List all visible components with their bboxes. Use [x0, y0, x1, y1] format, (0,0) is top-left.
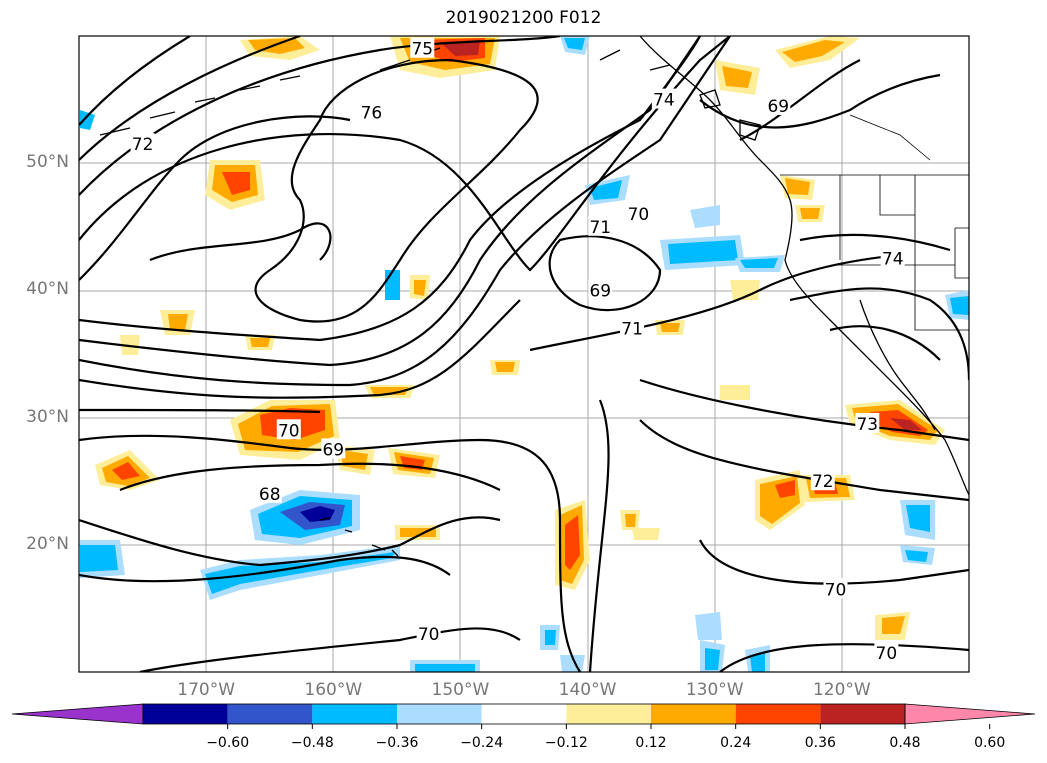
contour-label: 72 — [812, 472, 834, 492]
contour-label-background — [874, 641, 899, 662]
longitude-label: 160°W — [304, 680, 363, 700]
shaded-anomaly-field — [80, 36, 969, 672]
contour-label: 74 — [882, 250, 904, 270]
contour-label-background — [588, 279, 613, 300]
contour-label: 70 — [628, 205, 650, 225]
colorbar-segment — [481, 704, 567, 724]
longitude-label: 150°W — [431, 680, 490, 700]
contour-label-background — [321, 438, 346, 459]
contour-label-background — [276, 419, 301, 440]
colorbar-segment — [566, 704, 651, 724]
contour-label-background — [651, 88, 676, 109]
latitude-label: 20°N — [26, 533, 69, 554]
colorbar-extend-low — [11, 703, 144, 725]
contour-label: 70 — [278, 421, 300, 441]
map-plot-area: 72 75 76 74 69 71 70 69 71 74 70 69 68 73 72 70 70 70 — [79, 36, 969, 672]
map-frame — [78, 35, 970, 673]
contour-label: 69 — [767, 97, 789, 117]
contour-label: 74 — [653, 91, 675, 111]
colorbar-tick-label: −0.48 — [290, 735, 334, 751]
contour-label: 70 — [876, 644, 898, 664]
colorbar-segment — [735, 704, 821, 724]
contour-label-background — [823, 578, 848, 599]
latitude-label: 30°N — [26, 406, 69, 427]
colorbar-tick-label: −0.36 — [375, 735, 419, 751]
colorbar-segment — [651, 704, 736, 724]
contour-label: 70 — [825, 580, 847, 600]
contour-label-background — [416, 622, 441, 643]
longitude-label: 120°W — [812, 680, 871, 700]
latitude-label: 50°N — [26, 152, 69, 173]
contour-label: 75 — [411, 40, 433, 60]
longitude-label: 140°W — [558, 680, 617, 700]
colorbar-segment — [820, 704, 905, 724]
colorbar-segment — [397, 704, 482, 724]
map-title: 2019021200 F012 — [445, 8, 602, 28]
height-contours — [79, 36, 969, 672]
contour-label-background — [620, 317, 645, 338]
contour-label-background — [766, 94, 791, 115]
contour-label: 70 — [418, 625, 440, 645]
contour-label: 76 — [361, 103, 383, 123]
colorbar-segment — [143, 704, 228, 724]
contour-label-background — [810, 470, 835, 491]
colorbar-tick-label: 0.12 — [635, 735, 667, 751]
contour-label: 71 — [589, 218, 611, 238]
colorbar-tick-label: 0.24 — [720, 735, 752, 751]
colorbar — [11, 703, 1036, 729]
contour-label-background — [880, 247, 905, 268]
colorbar-tick-label: 0.60 — [974, 735, 1006, 751]
latitude-label: 40°N — [26, 279, 69, 300]
colorbar-frame — [142, 703, 906, 725]
contour-label-background — [626, 203, 651, 224]
longitude-label: 130°W — [685, 680, 744, 700]
contour-label-background — [359, 101, 384, 122]
contour-label: 73 — [856, 415, 878, 435]
contour-label-background — [855, 412, 880, 433]
contour-label: 71 — [621, 320, 643, 340]
colorbar-segment — [227, 704, 313, 724]
colorbar-tick-label: −0.24 — [460, 735, 504, 751]
contour-label: 68 — [259, 485, 281, 505]
colorbar-tick-label: 0.48 — [889, 735, 921, 751]
colorbar-extend-high — [904, 703, 1036, 725]
graticule — [79, 36, 969, 672]
colorbar-tick-label: −0.12 — [544, 735, 588, 751]
contour-label-background — [410, 37, 435, 58]
contour-label-background — [588, 215, 613, 236]
contour-label-background — [130, 133, 155, 154]
colorbar-tick-label: −0.60 — [206, 735, 250, 751]
colorbar-segment — [312, 704, 397, 724]
contour-label: 69 — [589, 281, 611, 301]
contour-label: 72 — [132, 135, 154, 155]
contour-label: 69 — [322, 440, 344, 460]
longitude-label: 170°W — [177, 680, 236, 700]
contour-label-background — [257, 482, 282, 503]
contour-labels: 72 75 76 74 69 71 70 69 71 74 70 69 68 73 72 70 70 70 — [130, 37, 905, 664]
coastlines — [99, 36, 969, 557]
colorbar-tick-label: 0.36 — [804, 735, 836, 751]
